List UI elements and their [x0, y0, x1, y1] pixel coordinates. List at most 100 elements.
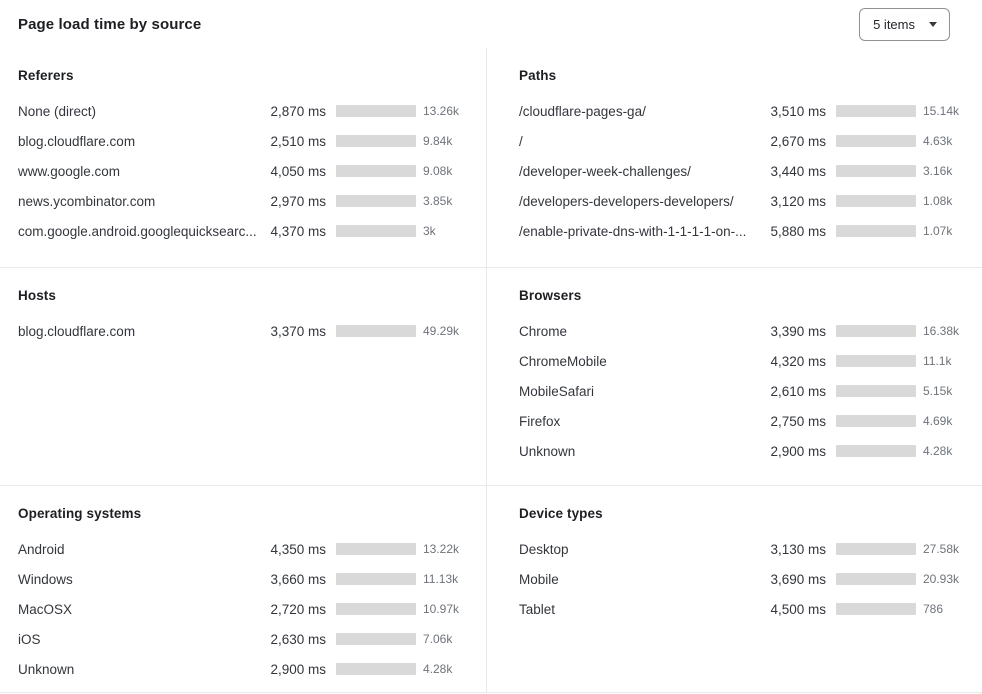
metric-row: None (direct) 2,870 ms 13.26k: [18, 96, 470, 126]
row-bar: [836, 385, 916, 397]
metric-row: MobileSafari 2,610 ms 5.15k: [519, 376, 970, 406]
panel-title: Device types: [519, 506, 603, 521]
panel-rows: Desktop 3,130 ms 27.58k Mobile 3,690 ms …: [519, 534, 970, 624]
row-count-value: 9.08k: [423, 164, 453, 178]
row-bar: [836, 415, 916, 427]
metric-row: Chrome 3,390 ms 16.38k: [519, 316, 970, 346]
panel-rows: None (direct) 2,870 ms 13.26k blog.cloud…: [18, 96, 470, 246]
metric-row: /developers-developers-developers/ 3,120…: [519, 186, 970, 216]
row-count-value: 3.85k: [423, 194, 453, 208]
row-bar: [836, 105, 916, 117]
row-label: com.google.android.googlequicksearc...: [18, 223, 257, 239]
row-ms-value: 3,120 ms: [770, 193, 826, 209]
panel-title: Operating systems: [18, 506, 142, 521]
row-label: iOS: [18, 631, 41, 647]
panel-rows: blog.cloudflare.com 3,370 ms 49.29k: [18, 316, 470, 346]
row-ms-value: 3,440 ms: [770, 163, 826, 179]
row-label: ChromeMobile: [519, 353, 607, 369]
row-label: None (direct): [18, 103, 97, 119]
row-count-value: 4.28k: [923, 444, 953, 458]
row-bar: [836, 165, 916, 177]
row-bar: [336, 603, 416, 615]
items-count-dropdown[interactable]: 5 items: [859, 7, 950, 41]
row-bar: [336, 543, 416, 555]
row-label: Desktop: [519, 541, 569, 557]
source-panel: Hosts blog.cloudflare.com 3,370 ms 49.29…: [0, 267, 486, 485]
row-label: Firefox: [519, 413, 561, 429]
source-panel: Referers None (direct) 2,870 ms 13.26k b…: [0, 48, 486, 267]
row-ms-value: 3,690 ms: [770, 571, 826, 587]
row-label: /developer-week-challenges/: [519, 163, 691, 179]
row-bar: [836, 543, 916, 555]
row-bar: [836, 445, 916, 457]
row-ms-value: 4,350 ms: [270, 541, 326, 557]
row-label: blog.cloudflare.com: [18, 323, 136, 339]
row-label: blog.cloudflare.com: [18, 133, 136, 149]
row-bar: [336, 573, 416, 585]
row-bar: [836, 325, 916, 337]
metric-row: Desktop 3,130 ms 27.58k: [519, 534, 970, 564]
metric-row: Unknown 2,900 ms 4.28k: [519, 436, 970, 466]
row-ms-value: 2,900 ms: [270, 661, 326, 677]
metric-row: iOS 2,630 ms 7.06k: [18, 624, 470, 654]
row-count-value: 3k: [423, 224, 436, 238]
row-count-value: 13.26k: [423, 104, 460, 118]
row-ms-value: 2,670 ms: [770, 133, 826, 149]
row-count-value: 1.08k: [923, 194, 953, 208]
row-label: Unknown: [18, 661, 75, 677]
metric-row: Android 4,350 ms 13.22k: [18, 534, 470, 564]
row-bar: [336, 165, 416, 177]
page-title: Page load time by source: [18, 15, 202, 33]
panel-title: Browsers: [519, 288, 582, 303]
row-ms-value: 3,130 ms: [770, 541, 826, 557]
row-count-value: 49.29k: [423, 324, 460, 338]
row-bar: [336, 105, 416, 117]
metric-row: Tablet 4,500 ms 786: [519, 594, 970, 624]
row-ms-value: 4,500 ms: [770, 601, 826, 617]
row-bar: [336, 633, 416, 645]
items-count-value: 5 items: [873, 16, 915, 32]
row-label: Mobile: [519, 571, 559, 587]
row-label: Tablet: [519, 601, 556, 617]
row-count-value: 4.63k: [923, 134, 953, 148]
row-bar: [836, 135, 916, 147]
row-bar: [336, 225, 416, 237]
row-label: news.ycombinator.com: [18, 193, 156, 209]
metric-row: MacOSX 2,720 ms 10.97k: [18, 594, 470, 624]
metric-row: blog.cloudflare.com 2,510 ms 9.84k: [18, 126, 470, 156]
row-bar: [336, 135, 416, 147]
metric-row: /enable-private-dns-with-1-1-1-1-on-... …: [519, 216, 970, 246]
row-count-value: 4.69k: [923, 414, 953, 428]
source-panel: Device types Desktop 3,130 ms 27.58k Mob…: [486, 485, 982, 692]
row-count-value: 5.15k: [923, 384, 953, 398]
row-count-value: 15.14k: [923, 104, 960, 118]
row-ms-value: 3,510 ms: [770, 103, 826, 119]
row-bar: [836, 225, 916, 237]
row-ms-value: 4,050 ms: [270, 163, 326, 179]
panel-rows: Chrome 3,390 ms 16.38k ChromeMobile 4,32…: [519, 316, 970, 466]
metric-row: / 2,670 ms 4.63k: [519, 126, 970, 156]
row-bar: [836, 355, 916, 367]
row-count-value: 7.06k: [423, 632, 453, 646]
row-bar: [336, 195, 416, 207]
row-ms-value: 3,390 ms: [770, 323, 826, 339]
row-ms-value: 2,630 ms: [270, 631, 326, 647]
row-bar: [336, 663, 416, 675]
source-panel: Browsers Chrome 3,390 ms 16.38k ChromeMo…: [486, 267, 982, 485]
row-ms-value: 2,870 ms: [270, 103, 326, 119]
panel-title: Referers: [18, 68, 74, 83]
source-panel: Operating systems Android 4,350 ms 13.22…: [0, 485, 486, 692]
row-bar: [336, 325, 416, 337]
metric-row: news.ycombinator.com 2,970 ms 3.85k: [18, 186, 470, 216]
card-header: Page load time by source 5 items: [0, 0, 982, 48]
metric-row: www.google.com 4,050 ms 9.08k: [18, 156, 470, 186]
metric-row: /cloudflare-pages-ga/ 3,510 ms 15.14k: [519, 96, 970, 126]
row-label: Unknown: [519, 443, 576, 459]
metric-row: Mobile 3,690 ms 20.93k: [519, 564, 970, 594]
row-count-value: 4.28k: [423, 662, 453, 676]
row-ms-value: 2,610 ms: [770, 383, 826, 399]
row-label: Chrome: [519, 323, 568, 339]
metric-row: com.google.android.googlequicksearc... 4…: [18, 216, 470, 246]
row-label: /: [519, 133, 523, 149]
